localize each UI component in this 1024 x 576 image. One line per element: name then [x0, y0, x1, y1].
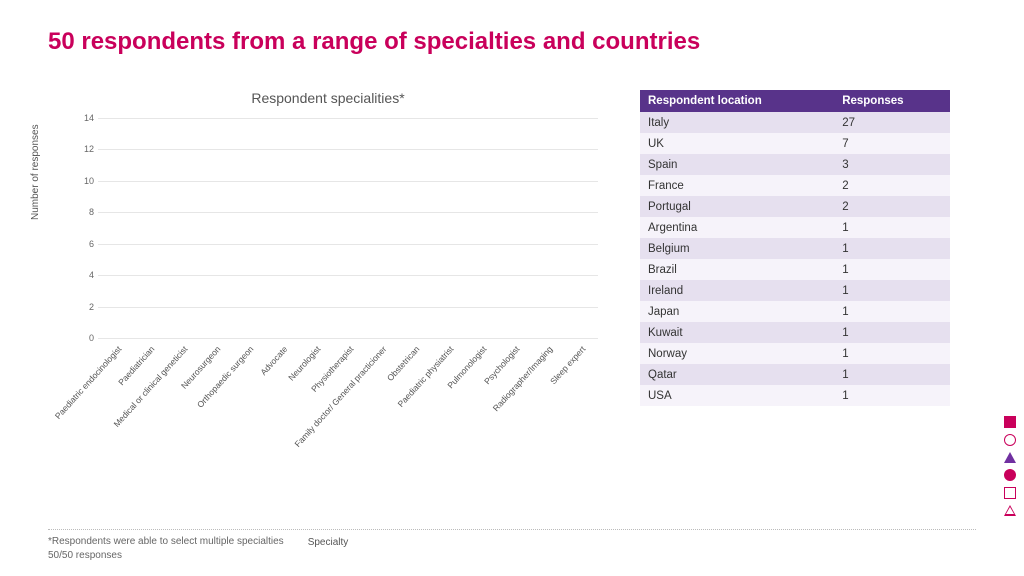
table-row: Argentina1 [640, 217, 950, 238]
table-cell: 1 [834, 259, 950, 280]
circle-filled-icon [1004, 469, 1016, 481]
table-cell: 2 [834, 196, 950, 217]
table-row: Norway1 [640, 343, 950, 364]
table-cell: Spain [640, 154, 834, 175]
triangle-outline-icon [1004, 505, 1016, 516]
table-cell: 1 [834, 322, 950, 343]
table-header-cell: Responses [834, 90, 950, 112]
table-cell: USA [640, 385, 834, 406]
table-row: Italy27 [640, 112, 950, 133]
table-cell: 1 [834, 301, 950, 322]
table-cell: Belgium [640, 238, 834, 259]
table-row: Japan1 [640, 301, 950, 322]
table-cell: 1 [834, 385, 950, 406]
table-row: Belgium1 [640, 238, 950, 259]
gridline [98, 338, 598, 339]
table-cell: Ireland [640, 280, 834, 301]
footnotes: *Respondents were able to select multipl… [48, 535, 284, 562]
table-cell: 1 [834, 280, 950, 301]
table-cell: 1 [834, 238, 950, 259]
bar-category-label: Advocate [258, 344, 289, 377]
table-header-cell: Respondent location [640, 90, 834, 112]
table-cell: UK [640, 133, 834, 154]
table-cell: Brazil [640, 259, 834, 280]
footnote-line: *Respondents were able to select multipl… [48, 535, 284, 549]
specialties-bar-chart: Respondent specialities* Number of respo… [48, 90, 608, 490]
ytick-label: 2 [76, 302, 94, 312]
footnote-line: 50/50 responses [48, 549, 284, 563]
table-row: France2 [640, 175, 950, 196]
table-row: Spain3 [640, 154, 950, 175]
divider-dotted [48, 529, 976, 530]
shape-legend [1004, 416, 1016, 516]
table-cell: 2 [834, 175, 950, 196]
table-cell: Norway [640, 343, 834, 364]
table-cell: 7 [834, 133, 950, 154]
table-cell: 27 [834, 112, 950, 133]
bar-category-label: Paediatric endocinologist [52, 344, 123, 421]
chart-ylabel: Number of responses [30, 124, 41, 220]
chart-title: Respondent specialities* [48, 90, 608, 106]
table-row: Qatar1 [640, 364, 950, 385]
table-cell: Portugal [640, 196, 834, 217]
table-row: Ireland1 [640, 280, 950, 301]
page-title: 50 respondents from a range of specialti… [48, 28, 700, 56]
square-outline-icon [1004, 487, 1016, 499]
square-filled-icon [1004, 416, 1016, 428]
table-cell: Japan [640, 301, 834, 322]
table-cell: 1 [834, 343, 950, 364]
table-row: Kuwait1 [640, 322, 950, 343]
bars-container: Paediatric endocinologistPaediatricianMe… [98, 118, 598, 338]
table-cell: 1 [834, 364, 950, 385]
bar-category-label: Radiographer/Imaging [491, 344, 555, 413]
locations-table: Respondent locationResponsesItaly27UK7Sp… [640, 90, 950, 406]
table-cell: 1 [834, 217, 950, 238]
table-row: Portugal2 [640, 196, 950, 217]
ytick-label: 12 [76, 144, 94, 154]
table-row: Brazil1 [640, 259, 950, 280]
table-cell: France [640, 175, 834, 196]
ytick-label: 14 [76, 113, 94, 123]
ytick-label: 8 [76, 207, 94, 217]
circle-outline-icon [1004, 434, 1016, 446]
table-cell: 3 [834, 154, 950, 175]
table-row: USA1 [640, 385, 950, 406]
table-row: UK7 [640, 133, 950, 154]
chart-plot: 02468101214Paediatric endocinologistPaed… [98, 118, 598, 338]
ytick-label: 0 [76, 333, 94, 343]
table-cell: Kuwait [640, 322, 834, 343]
ytick-label: 4 [76, 270, 94, 280]
ytick-label: 6 [76, 239, 94, 249]
table-cell: Qatar [640, 364, 834, 385]
ytick-label: 10 [76, 176, 94, 186]
triangle-filled-icon [1004, 452, 1016, 463]
table-cell: Argentina [640, 217, 834, 238]
table-cell: Italy [640, 112, 834, 133]
